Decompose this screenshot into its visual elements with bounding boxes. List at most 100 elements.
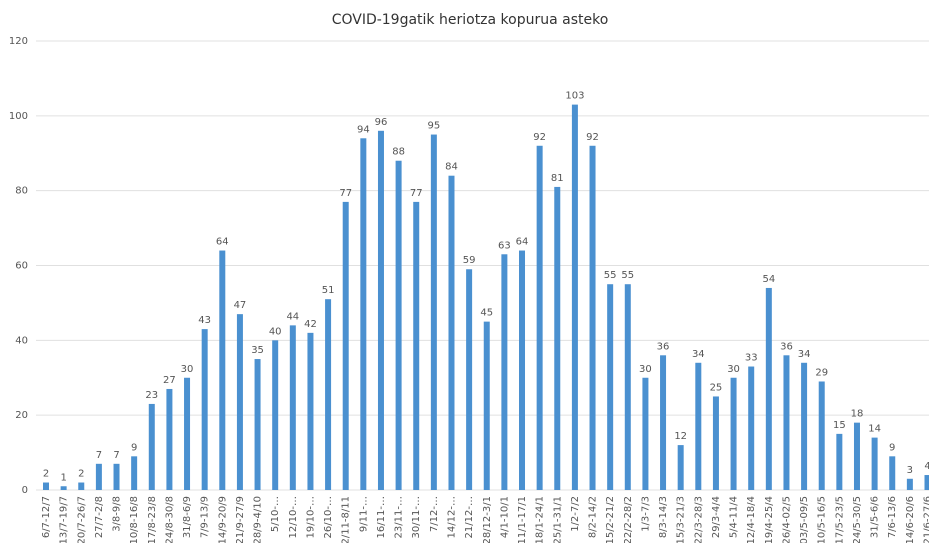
bar <box>219 250 226 490</box>
bar <box>571 104 578 490</box>
data-label: 30 <box>639 364 652 375</box>
x-tick-label: 15/2-21/2 <box>605 496 616 543</box>
x-tick-label: 03/5-09/5 <box>799 496 810 543</box>
data-label: 77 <box>339 188 352 199</box>
data-label: 94 <box>357 124 370 135</box>
data-label: 35 <box>251 345 264 356</box>
bar <box>677 445 684 490</box>
bar <box>201 329 208 490</box>
bar <box>642 377 649 490</box>
data-label: 55 <box>621 270 634 281</box>
bar <box>501 254 508 490</box>
data-label: 34 <box>692 349 705 360</box>
data-label: 92 <box>533 132 546 143</box>
x-tick-label: 17/5-23/5 <box>834 496 845 543</box>
x-tick-label: 8/3-14/3 <box>658 496 669 538</box>
x-tick-label: 31/8-6/9 <box>182 496 193 538</box>
bar <box>554 186 561 491</box>
data-label: 2 <box>78 469 84 480</box>
bar <box>272 340 279 490</box>
y-tick-label: 60 <box>15 261 28 272</box>
data-label: 30 <box>181 364 194 375</box>
x-tick-label: 10/5-16/5 <box>817 496 828 543</box>
data-label: 1 <box>60 472 66 483</box>
bar <box>695 362 702 490</box>
x-tick-label: 14/12-… <box>446 496 457 538</box>
bar <box>395 160 402 490</box>
bar <box>801 362 808 490</box>
data-label: 23 <box>145 390 158 401</box>
x-tick-label: 8/2-14/2 <box>588 496 599 538</box>
data-label: 95 <box>427 121 440 132</box>
bar <box>853 422 860 490</box>
bar <box>783 355 790 490</box>
x-tick-label: 10/8-16/8 <box>129 496 140 543</box>
data-label: 27 <box>163 375 176 386</box>
data-label: 92 <box>586 132 599 143</box>
x-tick-label: 24/5-30/5 <box>852 496 863 543</box>
x-tick-label: 26/4-02/5 <box>781 496 792 543</box>
x-tick-label: 19/4-25/4 <box>764 496 775 543</box>
bar <box>360 138 367 491</box>
bar <box>166 388 173 490</box>
bar <box>660 355 667 490</box>
bar <box>78 482 85 490</box>
x-tick-label: 29/3-4/4 <box>711 496 722 538</box>
bar <box>342 201 349 490</box>
bar <box>148 403 155 490</box>
x-tick-label: 16/11-… <box>376 496 387 538</box>
y-tick-label: 120 <box>9 36 28 47</box>
bar <box>113 463 120 490</box>
bar <box>889 456 896 490</box>
data-label: 30 <box>727 364 740 375</box>
bar <box>254 359 261 490</box>
data-label: 7 <box>96 450 102 461</box>
bar <box>95 463 102 490</box>
bar <box>466 269 473 490</box>
x-tick-label: 18/1-24/1 <box>535 496 546 543</box>
x-tick-label: 1/2-7/2 <box>570 496 581 532</box>
x-tick-label: 25/1-31/1 <box>552 496 563 543</box>
bar <box>430 134 437 490</box>
y-tick-label: 40 <box>15 335 28 346</box>
x-tick-label: 11/1-17/1 <box>517 496 528 543</box>
data-label: 88 <box>392 147 405 158</box>
data-label: 14 <box>868 424 881 435</box>
x-tick-label: 30/11-… <box>411 496 422 538</box>
x-tick-label: 21/12-… <box>464 496 475 538</box>
x-tick-label: 3/8-9/8 <box>112 496 123 532</box>
bar <box>624 284 631 490</box>
data-label: 77 <box>410 188 423 199</box>
data-label: 47 <box>234 300 247 311</box>
x-tick-label: 7/6-13/6 <box>887 496 898 538</box>
data-label: 55 <box>604 270 617 281</box>
data-label: 51 <box>322 285 335 296</box>
x-tick-label: 13/7-19/7 <box>59 496 70 543</box>
x-tick-label: 22/3-28/3 <box>693 496 704 543</box>
data-label: 44 <box>286 311 299 322</box>
x-tick-label: 17/8-23/8 <box>147 496 158 543</box>
x-tick-label: 1/3-7/3 <box>640 496 651 532</box>
bar <box>307 332 314 490</box>
data-label: 9 <box>889 442 895 453</box>
x-tick-label: 2/11-8/11 <box>341 496 352 543</box>
data-label: 33 <box>745 353 758 364</box>
data-label: 81 <box>551 173 564 184</box>
bar <box>906 478 913 490</box>
x-tick-label: 6/7-12/7 <box>41 496 52 538</box>
x-tick-label: 31/5-6/6 <box>870 496 881 538</box>
bar <box>184 377 191 490</box>
x-tick-label: 14/6-20/6 <box>905 496 916 543</box>
x-tick-label: 28/9-4/10 <box>253 496 264 543</box>
data-label: 2 <box>43 469 49 480</box>
data-label: 84 <box>445 162 458 173</box>
data-label: 43 <box>198 315 211 326</box>
data-label: 4 <box>924 461 929 472</box>
x-tick-label: 15/3-21/3 <box>676 496 687 543</box>
data-label: 15 <box>833 420 846 431</box>
x-tick-label: 12/4-18/4 <box>746 496 757 543</box>
x-tick-label: 21/9-27/9 <box>235 496 246 543</box>
x-tick-label: 26/10-… <box>323 496 334 538</box>
x-tick-label: 19/10-… <box>305 496 316 538</box>
